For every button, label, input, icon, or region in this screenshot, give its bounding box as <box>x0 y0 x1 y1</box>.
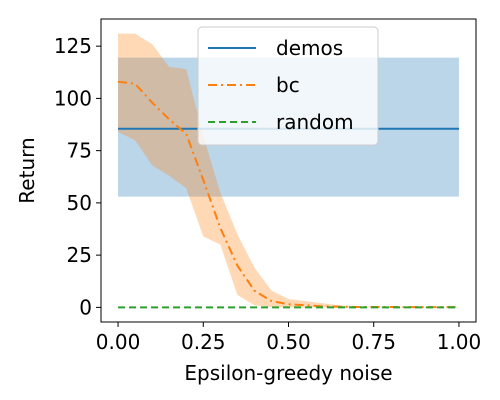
legend: demos bc random <box>197 26 379 146</box>
x-tick-label: 0.50 <box>266 330 311 354</box>
x-tick-label: 0.00 <box>96 330 141 354</box>
legend-box <box>197 26 379 146</box>
y-tick-label: 50 <box>67 191 92 215</box>
x-axis-ticks: 0.00 0.25 0.50 0.75 1.00 <box>96 322 481 354</box>
x-tick-label: 1.00 <box>437 330 482 354</box>
y-tick-label: 25 <box>67 243 92 267</box>
x-tick-label: 0.25 <box>181 330 226 354</box>
demos-legend-label: demos <box>276 36 343 60</box>
y-tick-label: 75 <box>67 139 92 163</box>
y-axis-ticks: 0 25 50 75 100 125 <box>54 34 101 319</box>
x-tick-label: 0.75 <box>351 330 396 354</box>
y-tick-label: 100 <box>54 86 92 110</box>
bc-band <box>118 33 459 308</box>
y-tick-label: 125 <box>54 34 92 58</box>
y-tick-label: 0 <box>79 295 92 319</box>
y-axis-label: Return <box>15 137 39 203</box>
x-axis-label: Epsilon-greedy noise <box>184 361 392 385</box>
random-legend-label: random <box>276 110 354 134</box>
bc-legend-label: bc <box>276 73 300 97</box>
